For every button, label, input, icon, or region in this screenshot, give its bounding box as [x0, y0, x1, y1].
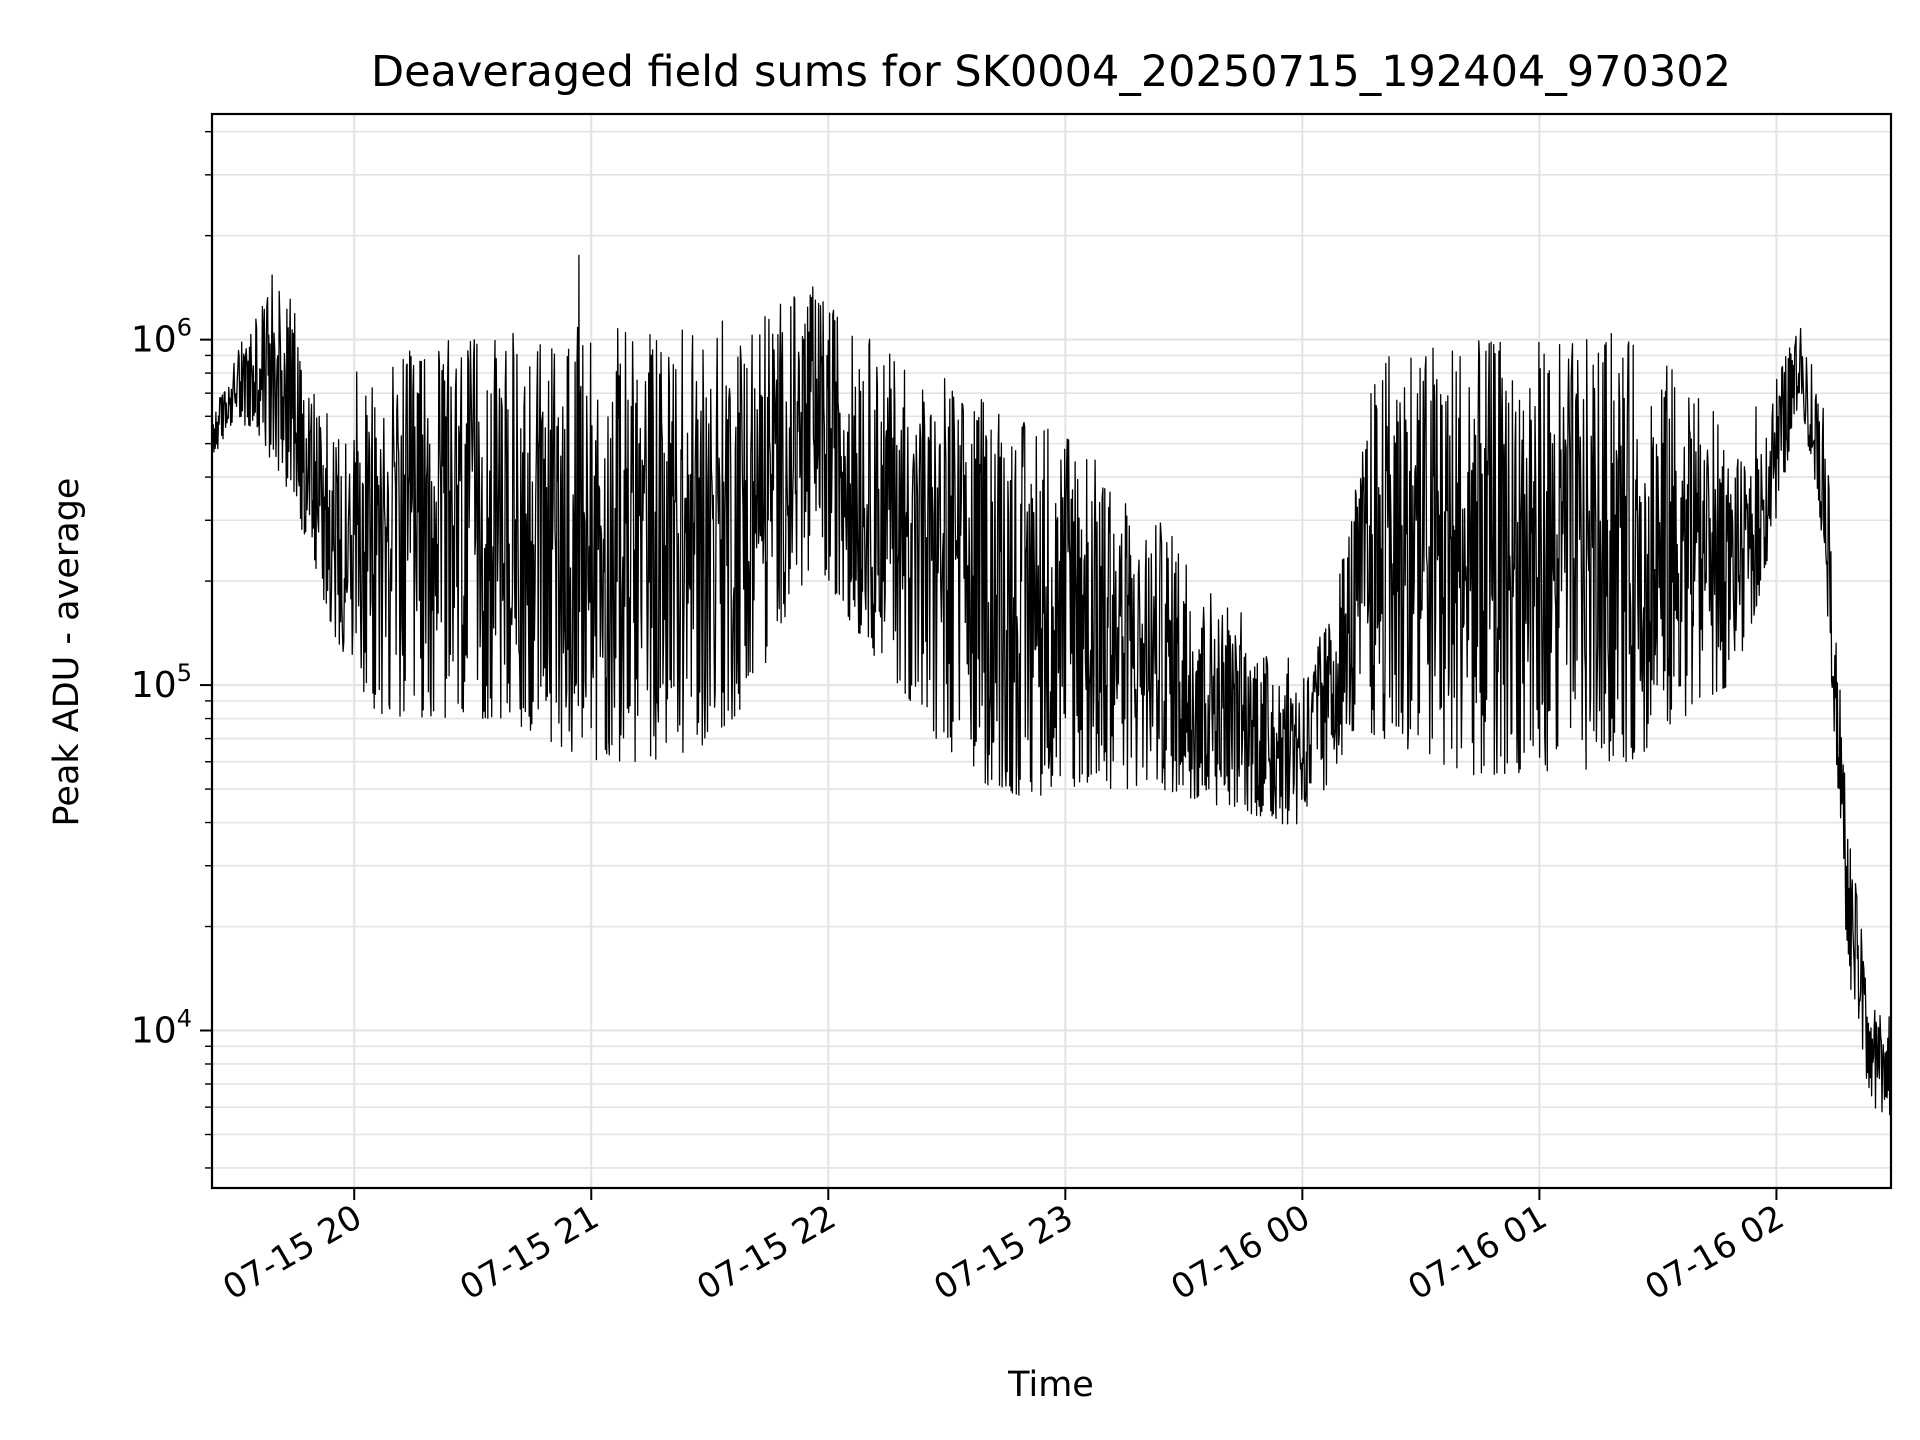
y-tick-label: 106: [131, 314, 192, 361]
series-path: [211, 254, 1892, 1116]
chart-title: Deaveraged field sums for SK0004_2025071…: [371, 47, 1731, 97]
y-axis-label: Peak ADU - average: [47, 478, 87, 827]
series-line: [211, 254, 1892, 1116]
x-axis-label: Time: [1007, 1365, 1094, 1405]
plot-frame: [210, 112, 1893, 1190]
y-axis-ticks: 104 105 106: [131, 130, 212, 1169]
y-tick-label: 104: [131, 1005, 192, 1052]
y-tick-label: 105: [131, 659, 192, 706]
